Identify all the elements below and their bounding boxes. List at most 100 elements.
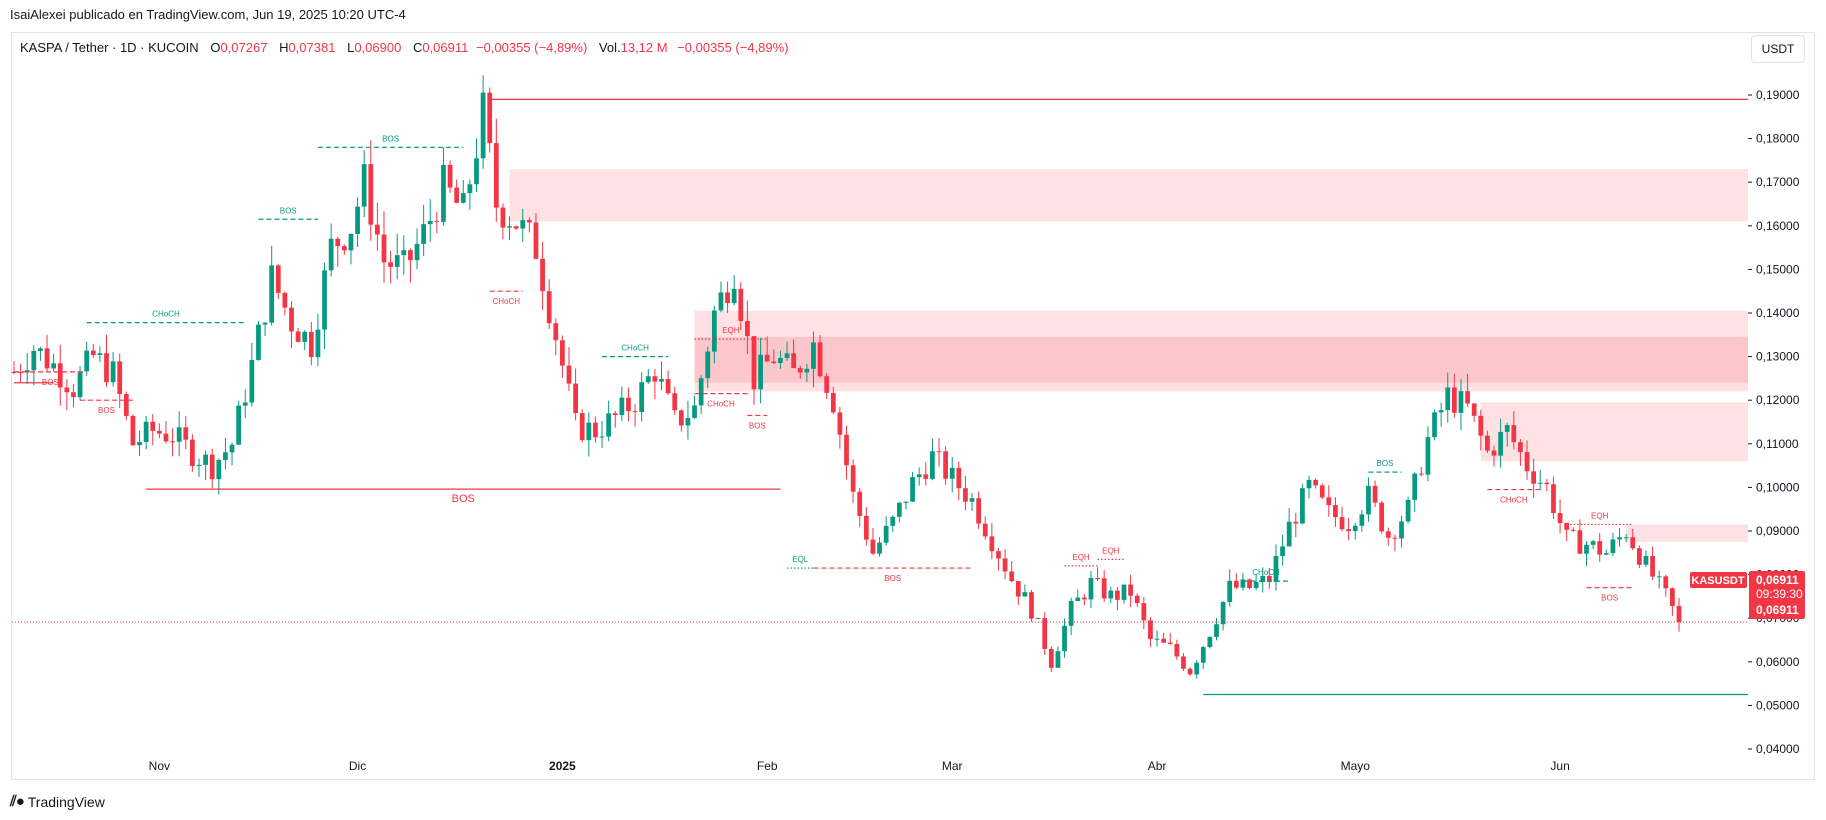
candle <box>368 140 374 241</box>
candle-body <box>857 491 863 516</box>
candle <box>1233 573 1239 590</box>
candle <box>467 179 473 210</box>
candle <box>1293 512 1299 538</box>
candle-body <box>1260 575 1266 582</box>
candle-body <box>289 307 294 332</box>
candle-body <box>414 243 420 261</box>
candle-body <box>1280 546 1285 557</box>
candle-body <box>1451 387 1457 413</box>
candle <box>665 370 671 395</box>
candle-body <box>275 265 281 293</box>
candle-body <box>923 474 929 479</box>
candle <box>1253 574 1259 591</box>
candle-body <box>355 206 360 235</box>
candle <box>51 353 57 372</box>
candle-body <box>229 444 235 453</box>
candle <box>1247 578 1252 590</box>
candle <box>143 416 149 450</box>
candle <box>1326 485 1332 517</box>
candle-body <box>1597 541 1603 555</box>
candle-body <box>645 376 651 383</box>
candle-body <box>996 551 1001 559</box>
candle-body <box>394 255 400 267</box>
candle <box>1167 632 1173 646</box>
candle-body <box>1233 580 1239 588</box>
candle-body <box>579 413 585 441</box>
tradingview-brand[interactable]: ⫽● TradingView <box>10 793 105 810</box>
candle <box>824 373 830 400</box>
candle <box>692 395 697 419</box>
candle <box>460 179 466 204</box>
candle <box>1141 596 1147 629</box>
candle <box>190 434 195 472</box>
candle <box>910 472 915 503</box>
candle-body <box>1465 391 1470 404</box>
candle-body <box>678 410 684 426</box>
candle <box>381 211 387 283</box>
candle <box>804 363 810 382</box>
candle-body <box>963 488 968 502</box>
candle-body <box>797 368 803 373</box>
candle <box>1531 458 1537 498</box>
high-value: 0,07381 <box>288 40 336 55</box>
candle-body <box>77 371 83 398</box>
candle-body <box>626 397 631 412</box>
candle <box>209 448 215 489</box>
candle <box>1392 534 1398 552</box>
candle-body <box>1055 651 1061 668</box>
x-tick-label: 2025 <box>549 759 576 773</box>
candle <box>1101 570 1107 602</box>
candle <box>57 344 63 406</box>
candle <box>64 379 70 410</box>
candle-body <box>1471 403 1477 416</box>
candle-body <box>1643 556 1649 565</box>
candle <box>1385 527 1391 546</box>
candle <box>1134 593 1140 607</box>
candle-body <box>1564 523 1570 530</box>
candle-body <box>1048 648 1054 668</box>
candle-body <box>1022 592 1028 597</box>
candle <box>1035 617 1041 620</box>
candle <box>1068 597 1074 635</box>
candle <box>282 291 288 316</box>
candle-body <box>513 226 519 229</box>
symbol-title[interactable]: KASPA / Tether · 1D · KUCOIN <box>20 40 199 55</box>
candle-body <box>1379 502 1385 532</box>
candle-body <box>1405 499 1411 522</box>
candle-body <box>143 421 149 442</box>
candle <box>877 537 882 557</box>
candle <box>1260 567 1266 593</box>
candle <box>1306 475 1312 499</box>
candle-body <box>1630 537 1636 549</box>
candle-body <box>1161 638 1167 643</box>
x-tick-label: Feb <box>757 759 778 773</box>
candle <box>553 318 559 356</box>
candle-body <box>811 342 816 369</box>
candle <box>1551 476 1556 519</box>
candle-body <box>1134 595 1140 604</box>
candle-body <box>196 464 202 466</box>
candle <box>71 384 76 408</box>
candle <box>348 233 354 265</box>
candle <box>44 334 50 372</box>
candle-body <box>308 331 314 358</box>
candle <box>1002 549 1008 580</box>
candle <box>388 250 393 284</box>
candle-body <box>1656 576 1662 578</box>
candle-body <box>64 387 70 393</box>
candle <box>513 225 519 231</box>
currency-button[interactable]: USDT <box>1751 35 1805 63</box>
candle <box>1597 532 1603 562</box>
candle-body <box>1650 556 1655 577</box>
low-value: 0,06900 <box>354 40 402 55</box>
candle-body <box>593 422 598 438</box>
symbol-tag-bg <box>1690 572 1747 588</box>
candle <box>474 138 479 193</box>
structure-label: BOS <box>452 493 475 505</box>
candle-body <box>1531 471 1537 484</box>
candle-body <box>454 187 460 203</box>
candle-body <box>262 322 268 325</box>
candle <box>1478 409 1484 451</box>
structure-label: CHoCH <box>1500 496 1528 505</box>
